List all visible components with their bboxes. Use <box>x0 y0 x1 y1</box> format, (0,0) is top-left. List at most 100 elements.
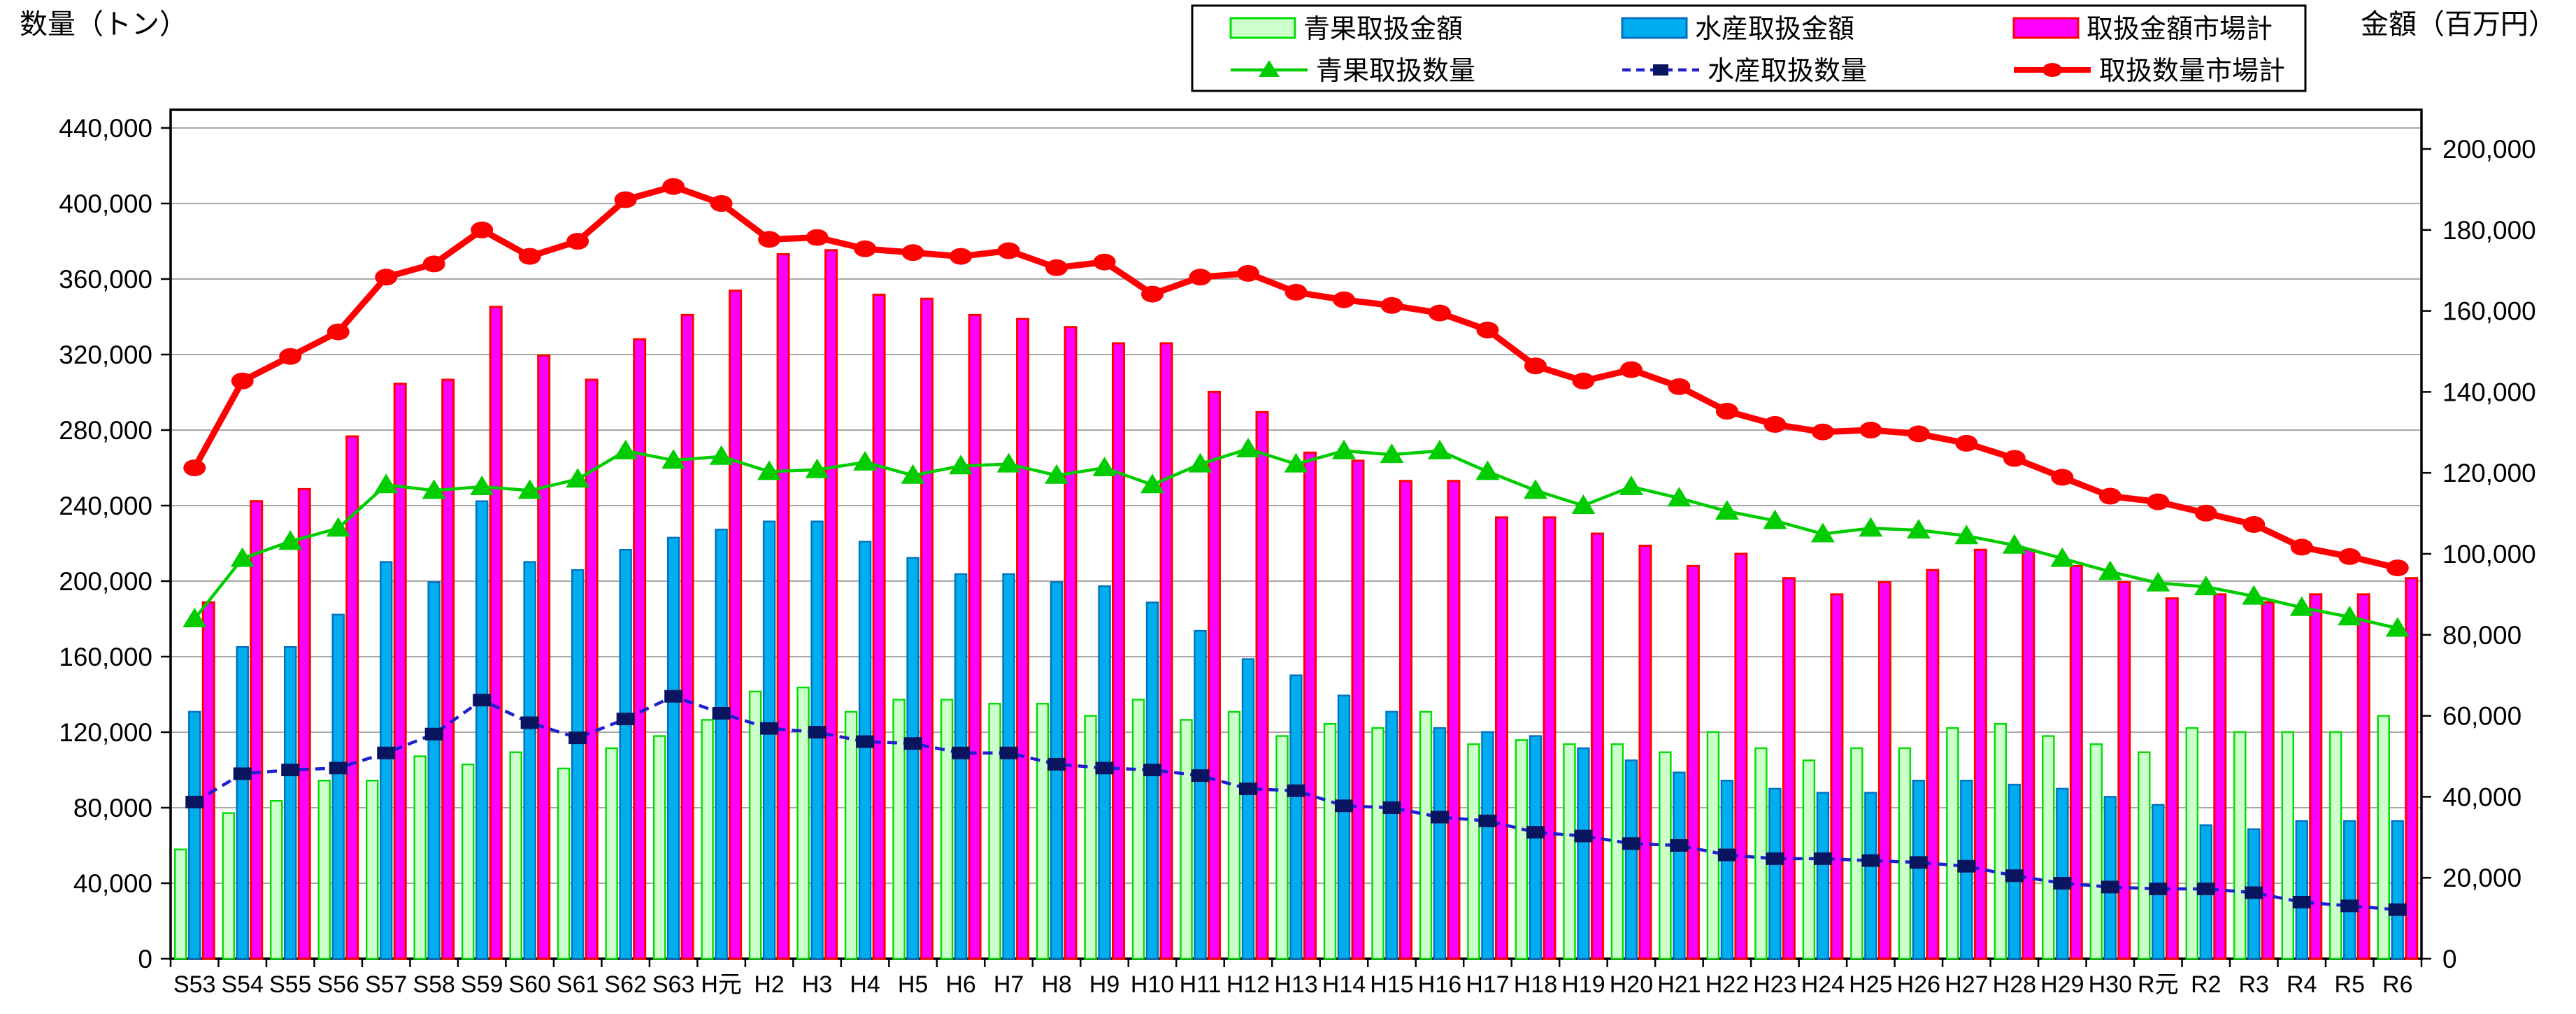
x-category-label: H3 <box>802 971 832 998</box>
triangle-marker <box>183 608 207 627</box>
square-marker <box>1526 826 1545 839</box>
bar <box>523 561 536 960</box>
bar <box>1768 787 1782 960</box>
square-marker <box>1957 859 1976 873</box>
square-marker <box>1287 784 1305 797</box>
triangle-marker <box>1715 500 1739 520</box>
triangle-marker <box>709 445 734 465</box>
bar <box>1447 480 1461 960</box>
left-axis-title: 数量（トン） <box>20 9 187 40</box>
legend-item: 取扱数量市場計 <box>2014 57 2285 86</box>
bar <box>1398 480 1412 960</box>
square-marker <box>1861 854 1880 867</box>
triangle-marker <box>2146 571 2170 592</box>
bar <box>2405 577 2419 960</box>
bar <box>1686 564 1700 960</box>
circle-marker <box>1093 253 1116 271</box>
square-marker <box>1191 769 1210 783</box>
bar <box>537 354 551 960</box>
right-axis-tick-label: 160,000 <box>2442 297 2536 326</box>
bar <box>1419 710 1433 960</box>
x-category-label: H17 <box>1466 971 1509 998</box>
bar <box>1898 747 1912 960</box>
triangle-marker <box>1140 473 1165 494</box>
square-marker <box>1909 856 1928 869</box>
bar <box>1241 658 1255 960</box>
triangle-marker <box>374 473 399 494</box>
left-axis-tick-label: 440,000 <box>59 114 152 143</box>
bar <box>2069 564 2083 960</box>
triangle-marker <box>1236 438 1261 457</box>
square-marker <box>2292 896 2311 908</box>
circle-marker <box>2290 538 2313 556</box>
square-marker <box>2149 883 2168 896</box>
right-axis-title: 金額（百万円） <box>2361 9 2556 40</box>
left-axis-tick-label: 280,000 <box>59 416 152 445</box>
x-category-label: R4 <box>2287 971 2317 998</box>
bar <box>1543 516 1557 960</box>
x-category-label: H5 <box>898 971 928 998</box>
square-marker <box>903 737 922 750</box>
triangle-marker <box>1763 509 1787 529</box>
triangle-marker <box>2289 596 2314 616</box>
bar <box>1590 532 1604 960</box>
square-marker <box>2196 883 2215 896</box>
right-axis-tick-label: 40,000 <box>2442 783 2521 811</box>
bar <box>2042 735 2055 960</box>
right-axis-tick-label: 140,000 <box>2442 378 2536 406</box>
left-axis-tick-label: 80,000 <box>73 794 152 822</box>
square-marker <box>233 767 252 780</box>
bar <box>461 763 475 960</box>
x-category-label: H元 <box>701 971 742 998</box>
bar <box>2117 581 2131 960</box>
bar <box>666 536 680 960</box>
circle-marker <box>2386 559 2409 577</box>
x-category-label: S63 <box>652 971 695 998</box>
left-axis-tick-label: 400,000 <box>59 190 152 218</box>
square-marker <box>1382 801 1401 814</box>
triangle-marker <box>949 455 973 475</box>
bar <box>1351 459 1365 960</box>
triangle-marker <box>661 449 686 469</box>
x-category-label: H18 <box>1514 971 1557 998</box>
square-marker <box>281 764 300 776</box>
square-marker <box>1334 799 1353 813</box>
square-marker <box>808 726 827 738</box>
square-marker <box>1047 757 1066 771</box>
bar <box>366 780 379 960</box>
square-marker <box>424 727 443 741</box>
triangle-marker <box>1188 452 1212 473</box>
bar <box>236 645 249 960</box>
square-marker <box>1717 848 1736 862</box>
circle-marker <box>1332 291 1355 308</box>
bar <box>2138 751 2151 960</box>
square-marker <box>2245 886 2263 899</box>
square-marker <box>329 762 348 775</box>
circle-marker <box>183 459 206 476</box>
circle-marker <box>1428 304 1451 322</box>
triangle-marker <box>2098 560 2122 580</box>
legend-swatch-青果取扱金額 <box>1229 17 1296 39</box>
bar <box>715 529 728 960</box>
x-category-label: H9 <box>1089 971 1119 998</box>
bar <box>619 549 632 960</box>
legend-item-label: 青果取扱数量 <box>1316 57 1475 86</box>
circle-marker <box>662 178 685 195</box>
triangle-marker <box>805 458 829 478</box>
bar <box>1036 703 1050 960</box>
square-marker <box>473 694 492 707</box>
square-marker <box>760 722 779 735</box>
x-category-label: H29 <box>2040 971 2084 998</box>
square-marker <box>185 795 204 808</box>
circle-marker <box>1811 423 1834 441</box>
left-axis-tick-label: 240,000 <box>59 492 152 520</box>
square-marker <box>2005 869 2024 883</box>
bar <box>1194 629 1207 960</box>
bar <box>331 613 345 960</box>
circle-marker <box>471 221 494 238</box>
triangle-marker <box>1092 457 1117 476</box>
square-marker <box>520 716 539 729</box>
x-category-label: H12 <box>1226 971 1270 998</box>
bar <box>940 699 954 960</box>
bar <box>2309 593 2323 960</box>
